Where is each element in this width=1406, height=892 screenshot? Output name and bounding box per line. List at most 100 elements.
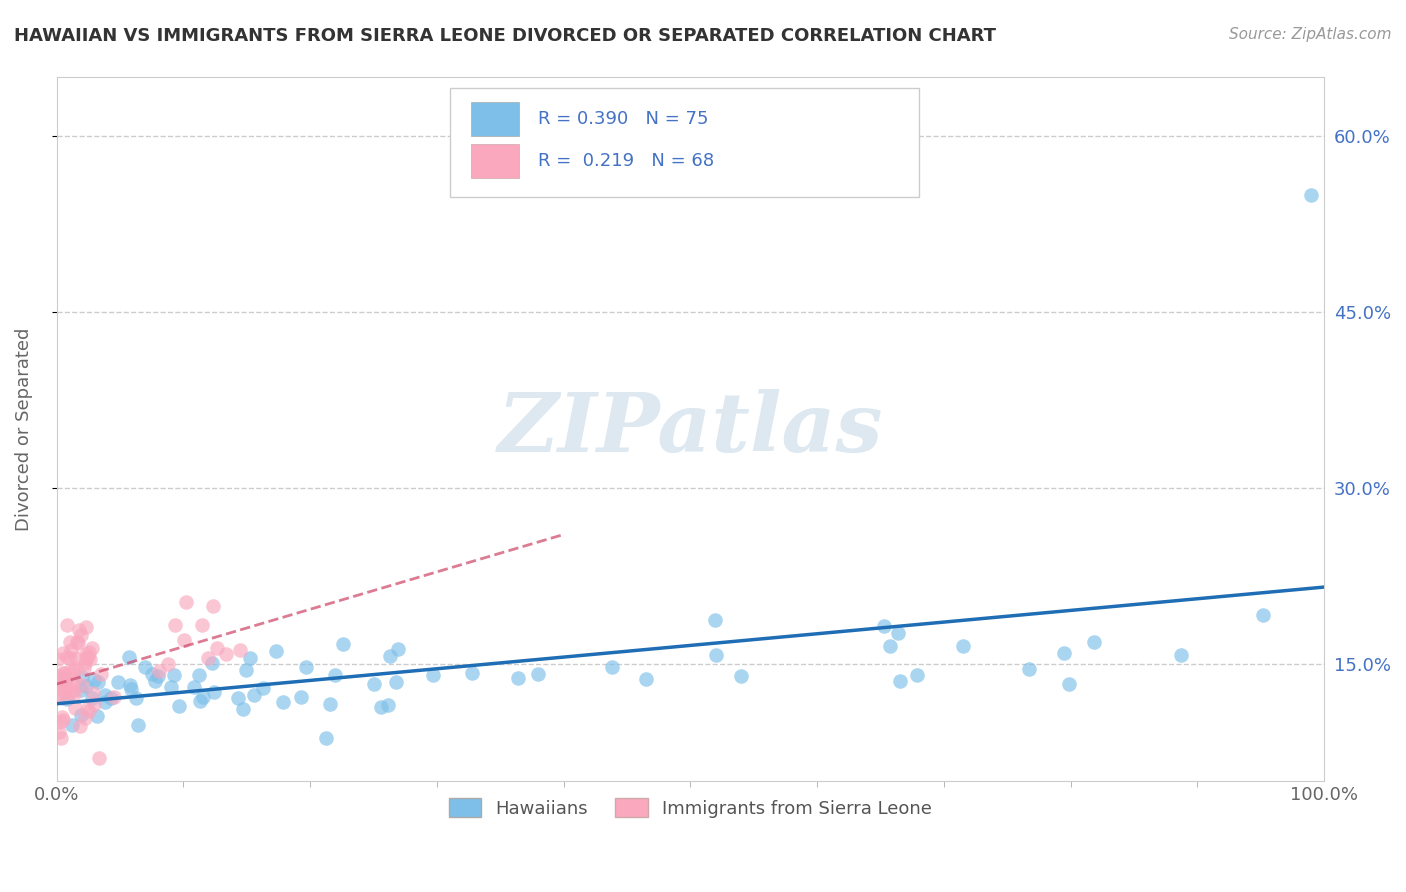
Point [52, 671, 75, 685]
Point [77, 650, 100, 665]
Point [49, 731, 72, 746]
Point [264, 644, 287, 658]
Point [118, 678, 141, 692]
Point [107, 675, 129, 690]
Point [1053, 646, 1076, 660]
Point [295, 660, 318, 674]
Point [634, 672, 657, 686]
Point [86, 709, 108, 723]
Point [76, 702, 98, 716]
Point [191, 618, 214, 632]
Point [70, 683, 93, 698]
Point [730, 669, 752, 683]
Point [52, 714, 75, 728]
Point [70, 670, 93, 684]
Point [387, 642, 409, 657]
Point [127, 718, 149, 732]
Point [141, 666, 163, 681]
Text: Source: ZipAtlas.com: Source: ZipAtlas.com [1229, 27, 1392, 42]
Point [48, 669, 70, 683]
Point [59, 650, 82, 665]
Point [53, 673, 76, 687]
Point [46, 687, 69, 701]
Point [214, 647, 236, 661]
Point [59, 635, 82, 649]
Point [228, 643, 250, 657]
Point [90, 667, 112, 681]
Point [143, 673, 166, 688]
Point [704, 648, 727, 662]
Point [52, 690, 75, 705]
Point [69, 719, 91, 733]
Point [422, 668, 444, 682]
Point [1018, 662, 1040, 676]
Point [461, 666, 484, 681]
Point [79, 704, 101, 718]
Point [290, 690, 312, 705]
Bar [471, 102, 519, 136]
Point [323, 668, 346, 682]
Point [79, 652, 101, 666]
Point [197, 651, 219, 665]
Point [232, 702, 254, 716]
Point [173, 632, 195, 647]
Point [117, 649, 139, 664]
Point [48, 725, 70, 739]
Point [52, 665, 75, 680]
Point [75, 679, 97, 693]
Bar [471, 145, 519, 178]
Point [1170, 648, 1192, 663]
Point [66, 635, 89, 649]
Point [134, 660, 156, 674]
Point [319, 697, 342, 711]
Point [879, 639, 901, 653]
Point [506, 671, 529, 685]
Legend: Hawaiians, Immigrants from Sierra Leone: Hawaiians, Immigrants from Sierra Leone [441, 791, 939, 825]
Point [1301, 187, 1323, 202]
Point [873, 618, 896, 632]
Point [70, 628, 93, 642]
Point [125, 690, 148, 705]
Point [889, 673, 911, 688]
Point [174, 595, 197, 609]
Point [75, 711, 97, 725]
Point [704, 613, 727, 627]
Point [49, 677, 72, 691]
Point [83, 697, 105, 711]
Point [66, 636, 89, 650]
Point [65, 661, 87, 675]
Point [157, 657, 180, 671]
Point [60, 718, 83, 732]
Point [205, 641, 228, 656]
Y-axis label: Divorced or Separated: Divorced or Separated [15, 327, 32, 531]
Point [53, 685, 76, 699]
Point [63, 700, 86, 714]
Point [146, 669, 169, 683]
Point [167, 698, 190, 713]
Text: R = 0.390   N = 75: R = 0.390 N = 75 [538, 110, 709, 128]
Point [75, 648, 97, 662]
Point [51, 710, 73, 724]
Point [1057, 677, 1080, 691]
Text: ZIPatlas: ZIPatlas [498, 389, 883, 469]
Point [63, 672, 86, 686]
Point [72, 678, 94, 692]
Point [49, 715, 72, 730]
Point [384, 675, 406, 690]
Point [315, 731, 337, 745]
Point [83, 673, 105, 688]
Point [370, 700, 392, 714]
Point [82, 691, 104, 706]
Point [148, 664, 170, 678]
Point [226, 690, 249, 705]
Point [59, 665, 82, 679]
Point [235, 663, 257, 677]
Point [252, 681, 274, 696]
Point [94, 695, 117, 709]
Point [56, 691, 79, 706]
Point [62, 684, 84, 698]
Point [55, 678, 77, 692]
Point [59, 643, 82, 657]
Point [202, 599, 225, 614]
Point [363, 677, 385, 691]
